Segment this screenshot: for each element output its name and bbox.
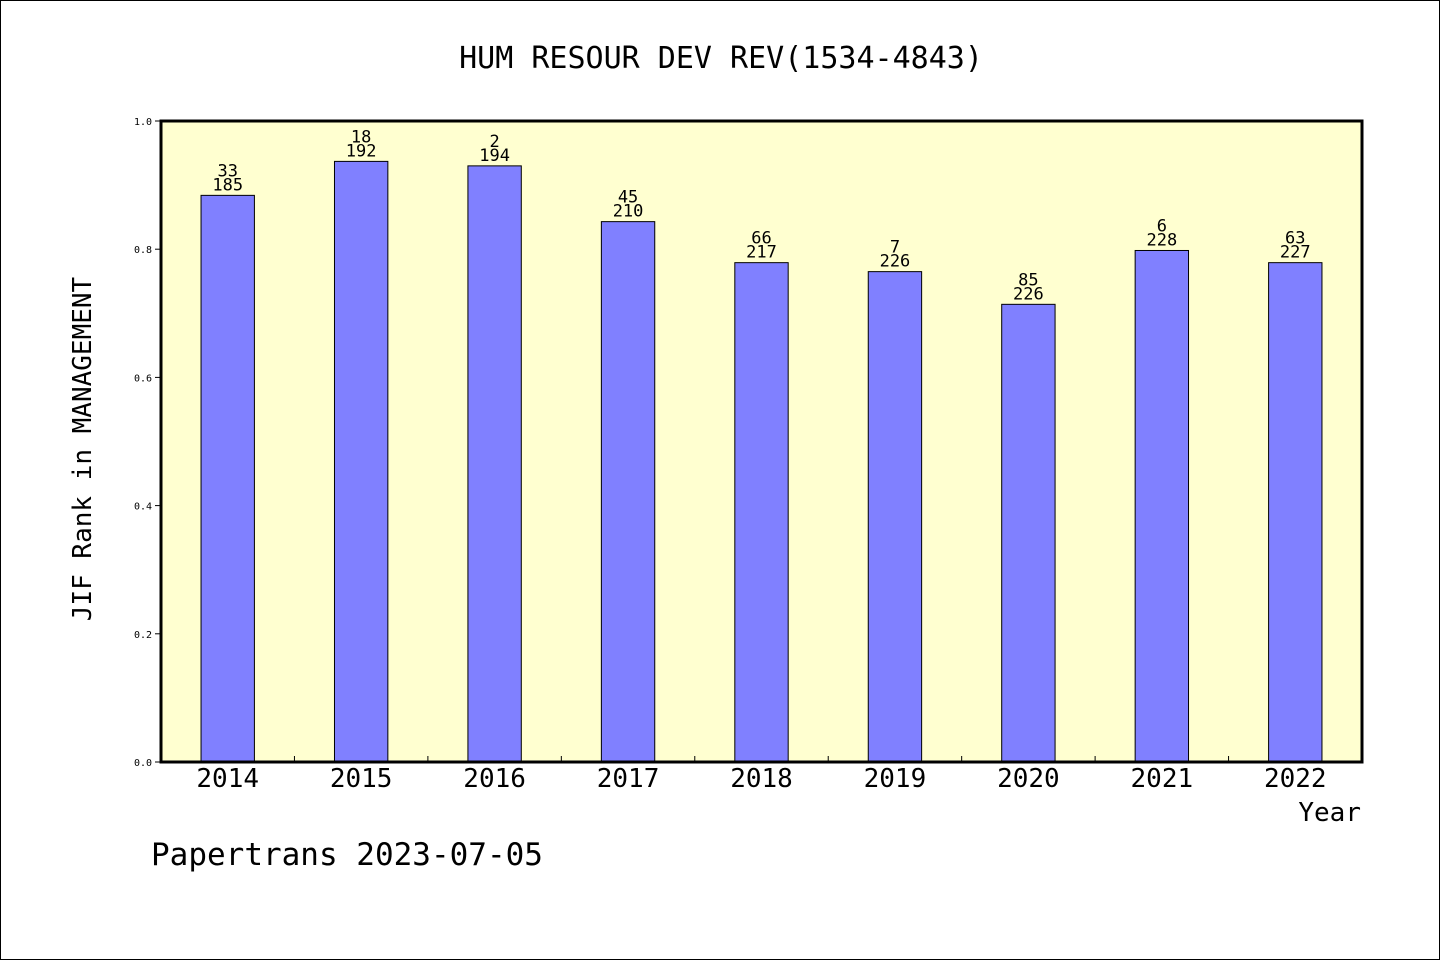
bar-rank-label: 85 [1018, 270, 1038, 290]
bar-rank-label: 66 [751, 229, 771, 249]
x-tick-label: 2019 [864, 764, 927, 794]
x-tick-label: 2015 [330, 764, 393, 794]
x-tick-label: 2017 [597, 764, 660, 794]
y-tick-label: 0.8 [134, 245, 152, 256]
bar-total-label: 210 [613, 202, 644, 222]
x-tick-label: 2016 [463, 764, 526, 794]
bar-rank-label: 6 [1157, 216, 1167, 236]
y-tick-label: 0.2 [134, 630, 152, 641]
bar-total-label: 226 [1013, 284, 1044, 304]
x-tick-label: 2021 [1131, 764, 1194, 794]
bar-total-label: 217 [746, 243, 777, 263]
bar-2022 [1268, 262, 1323, 763]
bar-2020 [1001, 303, 1056, 763]
bar-rank-label: 7 [890, 238, 900, 258]
bar-2014 [200, 194, 255, 763]
x-tick-label: 2022 [1264, 764, 1327, 794]
y-axis-label: JIF Rank in MANAGEMENT [68, 276, 98, 621]
y-tick-label: 0.6 [134, 373, 152, 384]
bar-rank-label: 45 [618, 188, 638, 208]
bar-2015 [333, 160, 389, 763]
bar-2018 [734, 262, 789, 763]
bar-rank-label: 18 [351, 127, 371, 147]
bar-2017 [600, 221, 656, 763]
bar-rank-label: 2 [489, 132, 499, 152]
chart-title: HUM RESOUR DEV REV(1534-4843) [459, 41, 983, 76]
x-tick-label: 2020 [997, 764, 1060, 794]
bar-total-label: 227 [1280, 243, 1311, 263]
bar-total-label: 192 [346, 141, 377, 161]
plot-border [159, 119, 1364, 764]
x-tick-label: 2014 [196, 764, 259, 794]
footer-source: Papertrans 2023-07-05 [151, 837, 543, 873]
bar-rank-label: 63 [1285, 229, 1305, 249]
bar-2016 [467, 165, 522, 763]
y-axis: 0.0 0.2 0.4 0.6 0.8 1.0 [134, 117, 161, 769]
x-tick-label: 2018 [730, 764, 793, 794]
y-tick-label: 1.0 [134, 117, 152, 128]
bar-total-label: 194 [479, 146, 510, 166]
bar-2019 [867, 271, 923, 763]
bar-total-label: 185 [212, 175, 243, 195]
bar-total-label: 226 [880, 252, 911, 272]
y-tick-label: 0.4 [134, 502, 152, 513]
x-axis-label: Year [1298, 798, 1361, 828]
x-axis: 2014 2015 2016 2017 2018 2019 2020 2021 2022 [196, 756, 1327, 794]
bar-rank-label: 33 [217, 161, 237, 181]
bar-2021 [1134, 249, 1190, 763]
bar-total-label: 228 [1146, 230, 1177, 250]
y-tick-label: 0.0 [134, 758, 152, 769]
bars [200, 160, 1323, 763]
